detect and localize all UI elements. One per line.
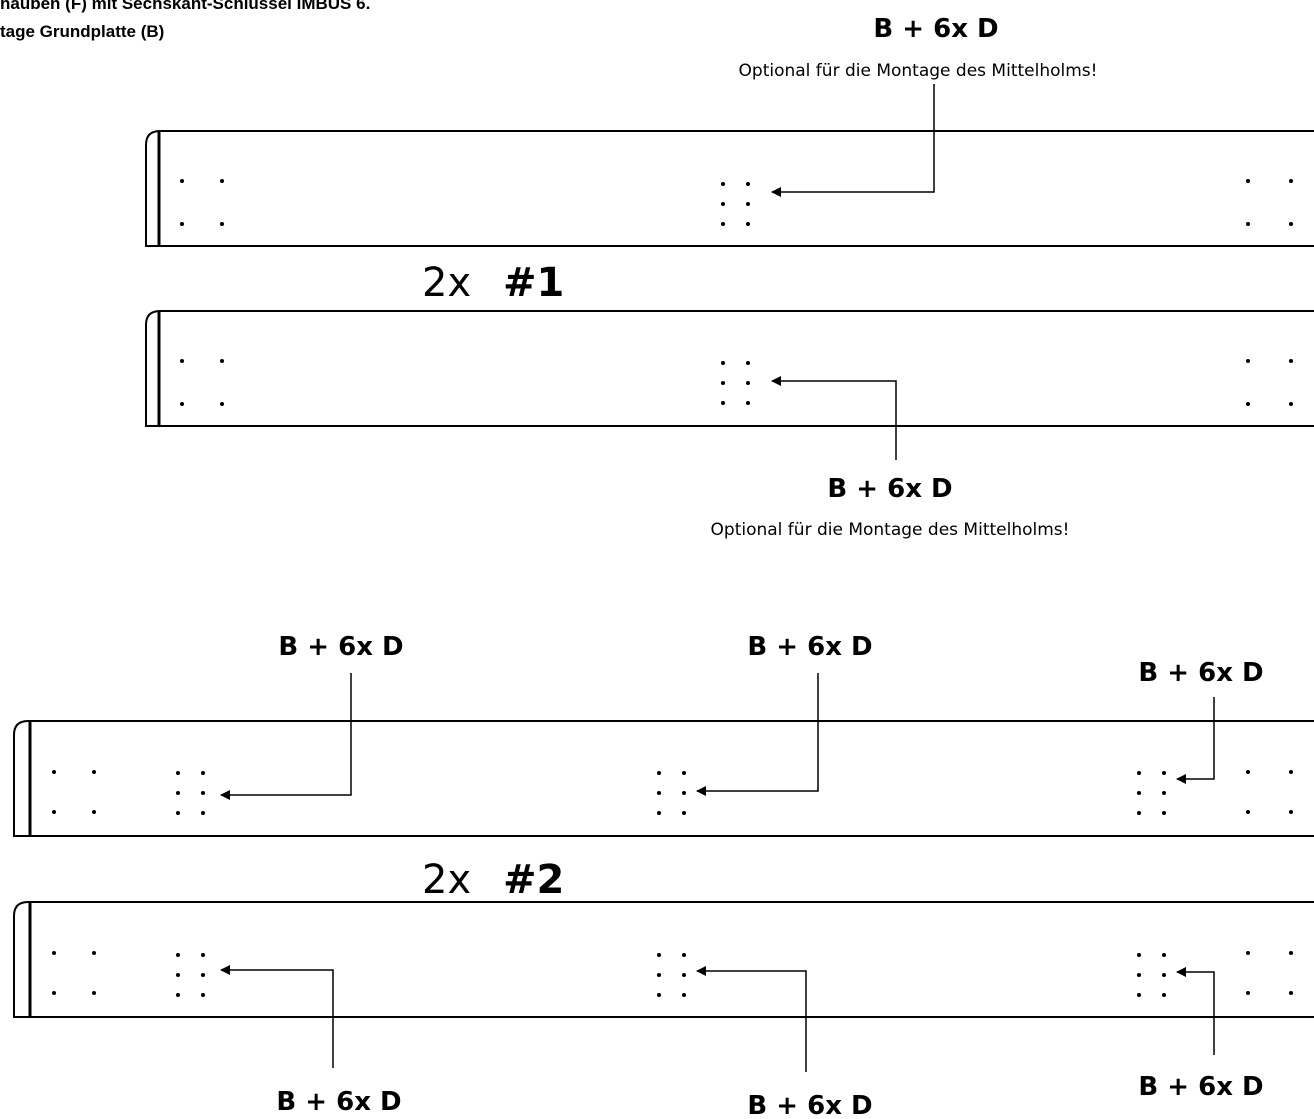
label-2-bottom-right: B + 6x D <box>1138 1072 1263 1102</box>
label-1-bottom: B + 6x D <box>827 474 952 504</box>
label-2-top-left: B + 6x D <box>278 632 403 662</box>
label-2-bottom-left: B + 6x D <box>276 1087 401 1117</box>
beam-1b <box>145 310 1314 427</box>
hole-pattern-beam-2a <box>52 770 1293 815</box>
label-1-top: B + 6x D <box>873 14 998 44</box>
beam-2b <box>13 901 1314 1018</box>
quantity-1: 2x <box>422 260 471 306</box>
arrow-2-bottom-middle <box>696 966 807 1072</box>
quantity-2: 2x <box>422 857 471 903</box>
part-number-1: #1 <box>503 260 564 306</box>
hole-pattern-beam-1b <box>180 359 1293 406</box>
beam-1a <box>145 130 1314 247</box>
note-1-bottom: Optional für die Montage des Mittelholms… <box>711 520 1070 540</box>
label-2-top-right: B + 6x D <box>1138 658 1263 688</box>
note-1-top: Optional für die Montage des Mittelholms… <box>739 61 1098 81</box>
arrow-2-top-right <box>1176 697 1215 784</box>
arrow-2-top-left <box>220 673 352 800</box>
label-2-bottom-middle: B + 6x D <box>747 1091 872 1119</box>
label-2-top-middle: B + 6x D <box>747 632 872 662</box>
part-number-2: #2 <box>503 857 564 903</box>
beam-2a <box>13 720 1314 837</box>
arrow-2-bottom-right <box>1176 967 1215 1055</box>
arrow-1-bottom <box>771 376 897 460</box>
hole-pattern-beam-2b <box>52 951 1293 997</box>
arrow-1-top <box>771 84 935 197</box>
arrow-2-bottom-left <box>220 965 334 1068</box>
hole-pattern-beam-1a <box>180 179 1293 226</box>
header-line-1: hauben (F) mit Sechskant-Schlüssel IMBUS… <box>0 0 371 13</box>
arrow-2-top-middle <box>696 673 819 796</box>
header-line-2: tage Grundplatte (B) <box>0 22 165 41</box>
